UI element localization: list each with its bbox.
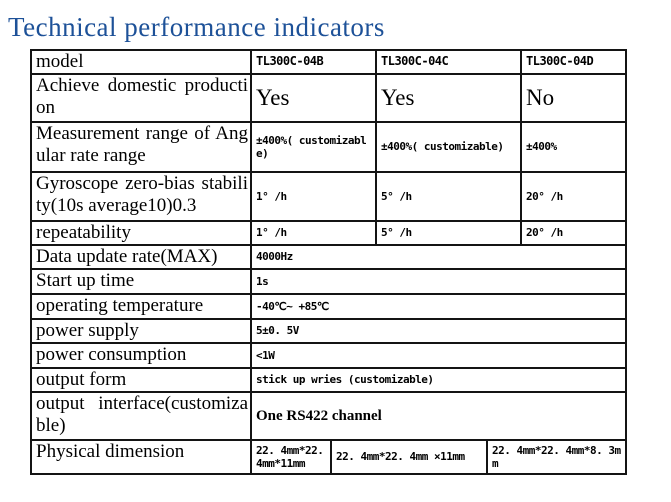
table-row-output-interface: output interface(customizable) One RS422…	[32, 393, 625, 441]
value-cell: 22. 4mm*22. 4mm ×11mm	[330, 441, 486, 473]
row-label: repeatability	[36, 222, 131, 243]
row-label: Start up time	[36, 270, 135, 291]
table-row-power-supply: power supply 5±0. 5V	[32, 320, 625, 344]
row-label: operating temperature	[36, 295, 204, 316]
row-label: Measurement range of Angular rate range	[36, 123, 248, 167]
value-cell: 1° /h	[250, 173, 375, 220]
row-label: output form	[36, 369, 127, 390]
spec-table: model TL300C-04B TL300C-04C TL300C-04D A…	[30, 49, 627, 475]
model-cell: TL300C-04C	[375, 51, 520, 73]
value-cell: No	[520, 75, 625, 121]
table-row-power-consumption: power consumption <1W	[32, 344, 625, 369]
value-cell: ±400%	[520, 123, 625, 171]
row-label: Physical dimension	[36, 441, 185, 462]
value-cell: 1s	[250, 270, 625, 293]
value-cell: ±400%( customizable)	[250, 123, 375, 171]
table-row-measurement-range: Measurement range of Angular rate range …	[32, 123, 625, 173]
value-cell: -40℃~ +85℃	[250, 295, 625, 318]
value-cell: ±400%( customizable)	[375, 123, 520, 171]
table-row-physical-dimension: Physical dimension 22. 4mm*22. 4mm*11mm …	[32, 441, 625, 473]
table-row-data-update-rate: Data update rate(MAX) 4000Hz	[32, 246, 625, 270]
value-cell: 20° /h	[520, 173, 625, 220]
value-cell: Yes	[250, 75, 375, 121]
value-cell: One RS422 channel	[250, 393, 625, 439]
table-row-zero-bias-stability: Gyroscope zero-bias stability(10s averag…	[32, 173, 625, 222]
table-row-domestic-production: Achieve domestic production Yes Yes No	[32, 75, 625, 123]
model-cell: TL300C-04B	[250, 51, 375, 73]
row-label: Achieve domestic production	[36, 75, 248, 119]
value-cell: 5±0. 5V	[250, 320, 625, 342]
table-row-startup-time: Start up time 1s	[32, 270, 625, 295]
table-row-output-form: output form stick up wries (customizable…	[32, 369, 625, 393]
row-label: Gyroscope zero-bias stability(10s averag…	[36, 173, 248, 217]
value-cell: 5° /h	[375, 173, 520, 220]
value-cell: 22. 4mm*22. 4mm*11mm	[250, 441, 330, 473]
value-cell: <1W	[250, 344, 625, 367]
value-cell: 1° /h	[250, 222, 375, 244]
table-row-repeatability: repeatability 1° /h 5° /h 20° /h	[32, 222, 625, 246]
model-cell: TL300C-04D	[520, 51, 625, 73]
row-label: model	[36, 51, 84, 72]
table-row-operating-temperature: operating temperature -40℃~ +85℃	[32, 295, 625, 320]
value-cell: Yes	[375, 75, 520, 121]
value-cell: 20° /h	[520, 222, 625, 244]
row-label: output interface(customizable)	[36, 393, 248, 437]
value-cell: 4000Hz	[250, 246, 625, 268]
value-cell: 22. 4mm*22. 4mm*8. 3mm	[486, 441, 625, 473]
row-label: Data update rate(MAX)	[36, 246, 218, 267]
row-label: power consumption	[36, 344, 187, 365]
value-cell: stick up wries (customizable)	[250, 369, 625, 391]
table-row-model: model TL300C-04B TL300C-04C TL300C-04D	[32, 51, 625, 75]
row-label: power supply	[36, 320, 139, 341]
page-title: Technical performance indicators	[8, 12, 385, 42]
value-cell: 5° /h	[375, 222, 520, 244]
